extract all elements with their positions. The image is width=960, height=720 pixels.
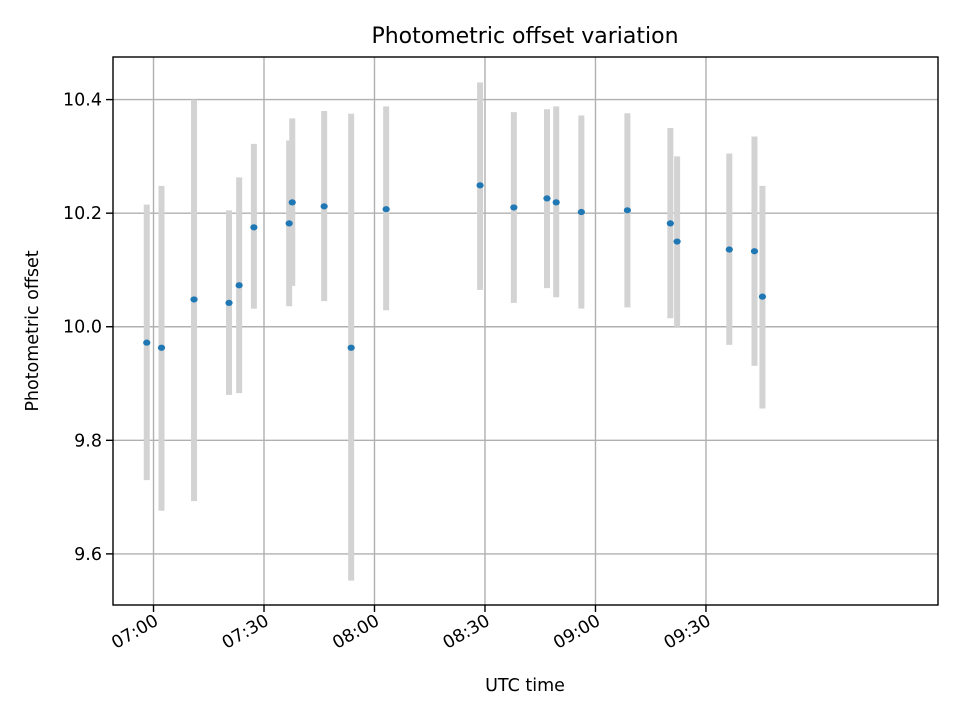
plot-frame: [112, 56, 939, 606]
data-point: [758, 293, 767, 300]
chart-title: Photometric offset variation: [371, 24, 678, 49]
data-point: [666, 220, 674, 227]
y-tick-label: 10.0: [63, 318, 102, 338]
data-point: [320, 203, 328, 210]
data-point: [190, 296, 198, 303]
data-point: [673, 238, 681, 245]
y-tick-label: 9.6: [74, 545, 102, 565]
data-point: [157, 344, 166, 351]
data-point: [235, 282, 243, 289]
data-point: [225, 299, 233, 306]
grid: [113, 57, 938, 605]
data-point: [250, 224, 258, 231]
data-point: [725, 246, 733, 253]
data-points: [143, 182, 767, 351]
y-tick-label: 9.8: [74, 431, 102, 451]
data-point: [750, 248, 759, 255]
data-point: [623, 207, 631, 214]
y-axis-ticks: 9.6 9.8 10.0 10.2 10.4: [63, 91, 113, 565]
y-tick-label: 10.4: [63, 91, 102, 111]
plot-area-background: [113, 57, 938, 605]
data-point: [143, 339, 151, 346]
data-point: [510, 204, 518, 211]
data-point: [347, 344, 355, 351]
data-point: [577, 208, 585, 216]
y-tick-label: 10.2: [63, 204, 102, 224]
data-point: [552, 199, 560, 206]
data-point: [382, 206, 390, 213]
data-point: [288, 199, 296, 206]
data-point: [285, 220, 293, 227]
data-point: [543, 195, 551, 202]
x-axis-label: UTC time: [485, 676, 565, 696]
y-axis-label: Photometric offset: [23, 250, 43, 411]
data-point: [476, 182, 484, 189]
